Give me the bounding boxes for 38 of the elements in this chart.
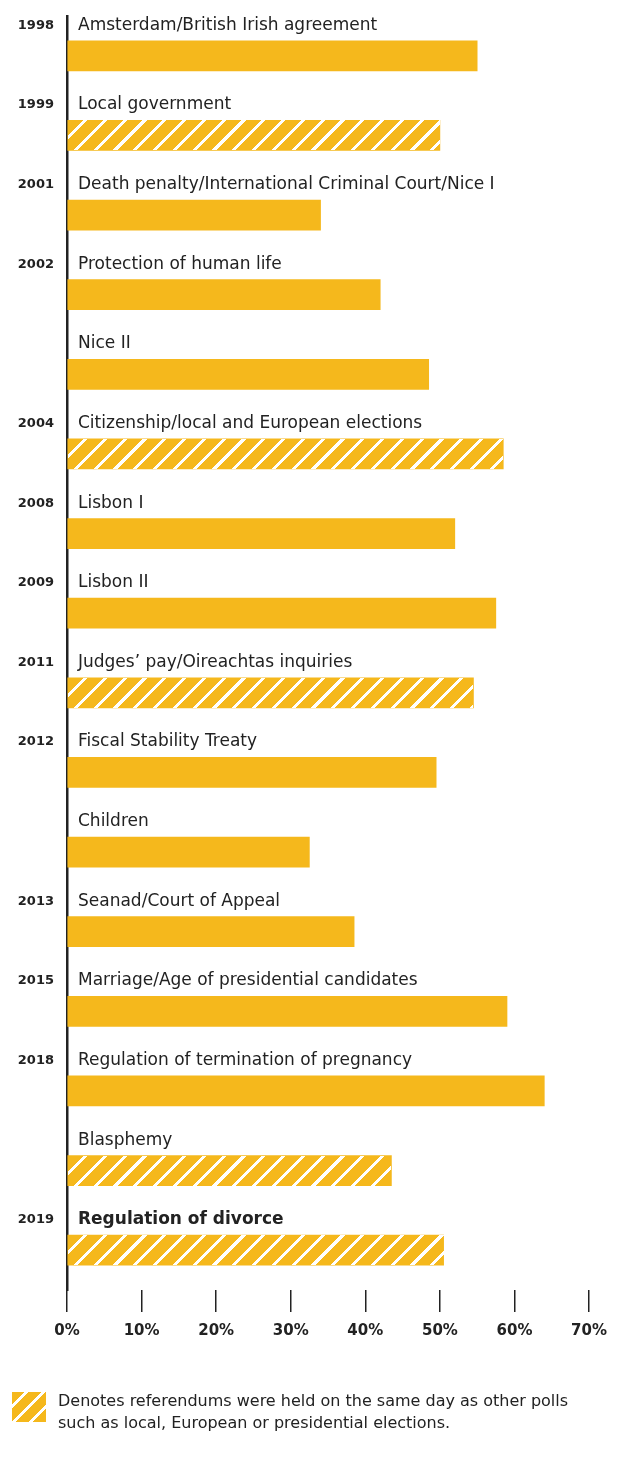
text: 1998 — [17, 16, 54, 32]
x-tick-label: 60% — [496, 1320, 533, 1339]
x-tick-label: 40% — [347, 1320, 384, 1339]
y-tick-label: Regulation of divorce — [78, 1208, 284, 1229]
text: 2012 — [17, 733, 54, 749]
x-tick-label: 30% — [272, 1320, 309, 1339]
text: 2015 — [17, 972, 54, 988]
text: 2008 — [17, 494, 54, 510]
y-tick-label: Protection of human life — [78, 252, 282, 273]
x-tick-label: 0% — [54, 1320, 80, 1339]
text: 2001 — [17, 176, 54, 192]
y-tick-label: Lisbon II — [78, 571, 149, 592]
y-tick-label: Blasphemy — [78, 1128, 173, 1149]
text: 2013 — [17, 892, 54, 908]
y-tick-label: Death penalty/International Criminal Court/Nice I — [78, 173, 495, 194]
text: 2011 — [17, 653, 54, 669]
y-tick-label: Marriage/Age of presidential candidates — [78, 969, 418, 990]
text: 2002 — [17, 255, 54, 271]
y-tick-label: Regulation of termination of pregnancy — [78, 1048, 413, 1069]
y-tick-label: Seanad/Court of Appeal — [78, 889, 281, 910]
x-tick-label: 20% — [198, 1320, 235, 1339]
y-tick-label: Amsterdam/British Irish agreement — [78, 13, 378, 34]
legend-label: Denotes referendums were held on the same day as other polls such as local, European or presidential elections. — [58, 1390, 570, 1434]
y-tick-label: Local government — [78, 93, 232, 114]
x-tick-label: 10% — [123, 1320, 160, 1339]
y-tick-label: Children — [78, 810, 149, 831]
text: 1999 — [17, 96, 54, 112]
x-tick-label: 50% — [421, 1320, 458, 1339]
x-tick-label: 70% — [571, 1320, 607, 1339]
text: 2004 — [17, 414, 54, 430]
y-tick-label: Fiscal Stability Treaty — [78, 730, 258, 751]
y-tick-label: Citizenship/local and European elections — [78, 411, 423, 432]
text: 2009 — [17, 574, 54, 590]
y-tick-label: Judges’ pay/Oireachtas inquiries — [77, 650, 353, 671]
y-tick-label: Nice II — [78, 332, 131, 353]
text: 2018 — [17, 1051, 54, 1067]
text: 2019 — [17, 1211, 54, 1227]
y-tick-label: Lisbon I — [78, 491, 144, 512]
